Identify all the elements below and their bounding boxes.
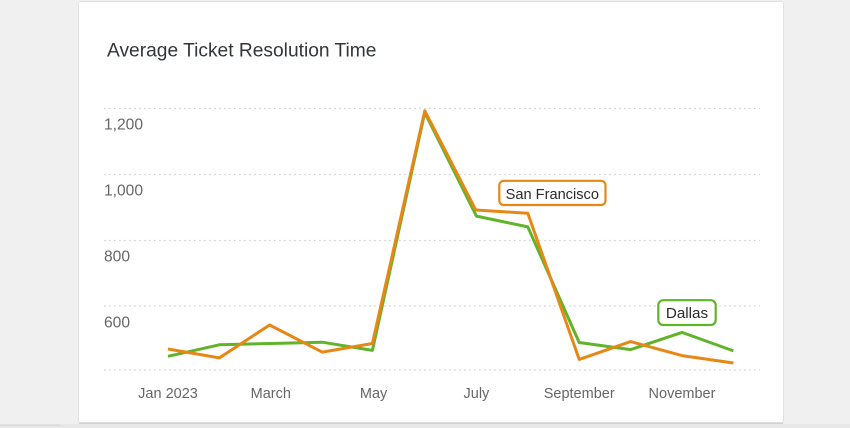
svg-text:Average Ticket Resolution Time: Average Ticket Resolution Time <box>107 41 376 62</box>
svg-text:1,200: 1,200 <box>104 117 143 134</box>
svg-text:1,000: 1,000 <box>104 183 143 200</box>
svg-text:May: May <box>360 386 388 402</box>
svg-text:San Francisco: San Francisco <box>506 187 599 203</box>
svg-text:March: March <box>251 386 291 402</box>
svg-text:September: September <box>544 386 615 402</box>
svg-text:Dallas: Dallas <box>666 305 709 322</box>
svg-text:July: July <box>464 386 491 402</box>
svg-text:Jan 2023: Jan 2023 <box>138 386 198 402</box>
svg-text:800: 800 <box>104 249 130 266</box>
svg-text:November: November <box>649 386 716 402</box>
svg-text:600: 600 <box>104 315 130 332</box>
